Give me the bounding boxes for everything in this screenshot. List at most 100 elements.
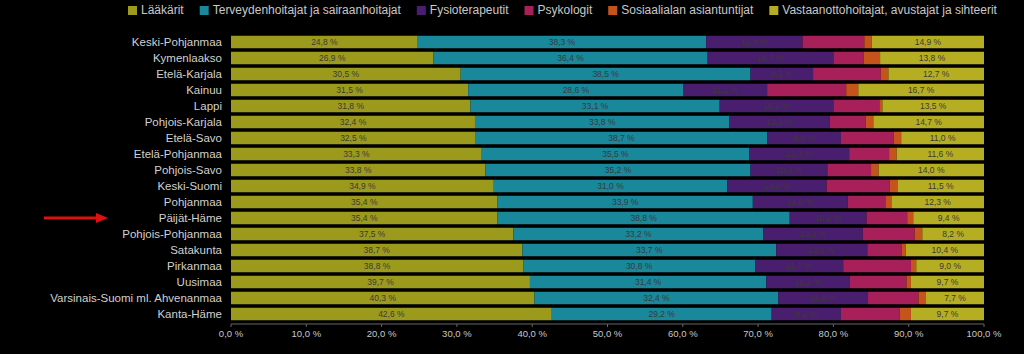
x-tick	[456, 324, 457, 327]
data-label: 29,2 %	[648, 309, 675, 319]
bar-segment	[911, 308, 984, 320]
data-label: 10,2 %	[776, 165, 803, 175]
bar-segment	[906, 276, 911, 288]
legend-swatch	[417, 6, 426, 15]
bar-segment	[897, 148, 984, 160]
category-label: Kanta-Häme	[157, 308, 222, 320]
data-label: 35,5 %	[602, 149, 629, 159]
bar-segment	[926, 292, 984, 304]
bar-segment	[916, 260, 984, 272]
category-label: Pohjois-Karjala	[145, 116, 223, 128]
bar-segment	[418, 36, 706, 48]
data-label: 42,6 %	[378, 309, 405, 319]
data-label: 15,1 %	[763, 101, 790, 111]
bar-segment	[231, 164, 486, 176]
bar-segment	[841, 308, 900, 320]
bar-segment	[790, 212, 867, 224]
data-label: 11,1 %	[712, 85, 738, 95]
arrow-head	[96, 213, 108, 223]
bar-segment	[867, 244, 902, 256]
x-tick-label: 60,0 %	[668, 328, 698, 339]
category-label: Pirkanmaa	[167, 260, 223, 272]
bar-segment	[849, 148, 889, 160]
data-label: 31,4 %	[635, 277, 662, 287]
category-label: Etelä-Pohjanmaa	[134, 148, 223, 160]
bar-segment	[827, 164, 871, 176]
data-label: 33,3 %	[343, 149, 370, 159]
data-label: 9,2 %	[795, 309, 817, 319]
data-label: 32,4 %	[340, 117, 367, 127]
legend-swatch	[525, 6, 534, 15]
bar-segment	[753, 196, 848, 208]
data-label: 9,4 %	[938, 213, 960, 223]
x-tick	[758, 324, 759, 327]
bar-segment	[880, 52, 984, 64]
data-label: 14,0 %	[918, 165, 945, 175]
bar-segment	[751, 68, 813, 80]
bar-segment	[763, 228, 862, 240]
data-label: 8,2 %	[942, 229, 964, 239]
data-label: 9,7 %	[937, 309, 959, 319]
chart: 24,8 %26,9 %30,5 %31,5 %31,8 %32,4 %32,5…	[0, 0, 1024, 354]
x-tick	[231, 324, 232, 327]
data-label: 13,2 %	[764, 181, 791, 191]
bar-segment	[231, 196, 498, 208]
data-label: 16,7 %	[908, 85, 935, 95]
bar-segment	[534, 292, 778, 304]
data-label: 38,8 %	[364, 261, 391, 271]
bar-segment	[901, 132, 984, 144]
x-tick	[984, 324, 985, 327]
bar-segment	[902, 244, 906, 256]
bar-segment	[231, 260, 523, 272]
data-label: 11,6 %	[927, 149, 953, 159]
bar-segment	[231, 292, 534, 304]
bar-segment	[751, 164, 828, 176]
bar-segment	[913, 212, 984, 224]
data-label: 36,4 %	[557, 53, 584, 63]
data-label: 11,1 %	[795, 277, 821, 287]
bar-segment	[482, 148, 749, 160]
legend: LääkäritTerveydenhoitajat ja sairaanhoit…	[128, 3, 998, 17]
bar-segment	[850, 276, 906, 288]
x-tick	[532, 324, 533, 327]
bar-segment	[889, 148, 897, 160]
legend-swatch	[769, 6, 778, 15]
data-label: 33,8 %	[589, 117, 616, 127]
x-tick-label: 30,0 %	[442, 328, 472, 339]
bar-segment	[833, 100, 879, 112]
x-tick	[908, 324, 909, 327]
bar-segment	[494, 180, 727, 192]
category-label: Päijät-Häme	[159, 212, 222, 224]
bar-segment	[522, 244, 776, 256]
data-label: 31,0 %	[597, 181, 624, 191]
bar-segment	[476, 132, 767, 144]
category-label: Pohjanmaa	[164, 196, 223, 208]
bar-segment	[881, 68, 889, 80]
bar-segment	[866, 116, 874, 128]
bar-segment	[766, 276, 850, 288]
x-tick-label: 70,0 %	[743, 328, 773, 339]
bar-segment	[720, 100, 834, 112]
bar-segment	[523, 260, 755, 272]
bar-segment	[871, 164, 879, 176]
category-label: Kainuu	[186, 84, 222, 96]
category-label: Uusimaa	[177, 276, 223, 288]
bar-segment	[486, 164, 751, 176]
bar-segment	[911, 276, 984, 288]
bar-segment	[468, 84, 683, 96]
data-label: 31,5 %	[336, 85, 363, 95]
data-label: 7,7 %	[944, 293, 966, 303]
bar-segment	[848, 196, 886, 208]
bar-segment	[776, 244, 867, 256]
data-label: 11,0 %	[930, 133, 956, 143]
bar-segment	[868, 292, 918, 304]
bar-segment	[873, 116, 984, 128]
bar-segment	[767, 84, 846, 96]
category-label: Etelä-Savo	[166, 132, 222, 144]
arrow	[44, 217, 98, 220]
data-label: 13,2 %	[800, 229, 827, 239]
category-label: Varsinais-Suomi ml. Ahvenanmaa	[50, 292, 222, 304]
bar-segment	[552, 308, 772, 320]
bar-segment	[872, 36, 984, 48]
legend-swatch	[128, 6, 137, 15]
